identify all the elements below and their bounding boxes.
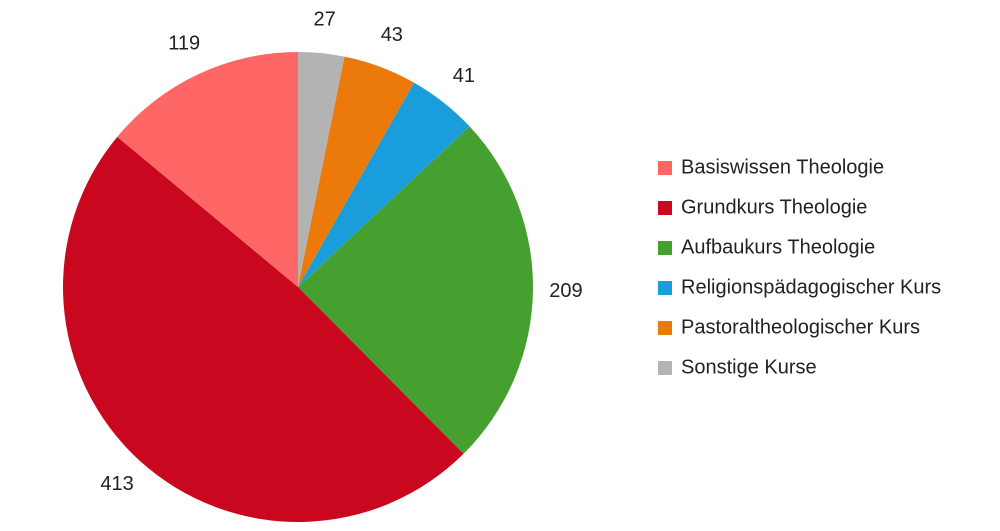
legend-label: Religionspädagogischer Kurs [681, 276, 941, 298]
pie-slice [298, 82, 470, 288]
legend-label: Grundkurs Theologie [681, 196, 867, 218]
legend-label: Aufbaukurs Theologie [681, 236, 875, 258]
pie-slice [298, 52, 345, 287]
legend-label: Sonstige Kurse [681, 356, 817, 378]
data-label: 27 [314, 9, 336, 31]
legend-swatch [658, 161, 672, 175]
data-label: 413 [100, 473, 133, 495]
data-label: 209 [549, 280, 582, 302]
legend-swatch [658, 281, 672, 295]
pie-slice [298, 56, 414, 287]
legend-swatch [658, 361, 672, 375]
legend-swatch [658, 241, 672, 255]
legend-label: Pastoraltheologischer Kurs [681, 316, 920, 338]
pie-slice [298, 126, 533, 454]
data-label: 119 [168, 33, 200, 55]
legend-swatch [658, 321, 672, 335]
pie-slice [63, 136, 464, 522]
pie-slice [117, 52, 299, 287]
data-label: 43 [381, 24, 403, 46]
legend-swatch [658, 201, 672, 215]
data-label: 41 [453, 65, 475, 87]
legend-label: Basiswissen Theologie [681, 156, 884, 178]
